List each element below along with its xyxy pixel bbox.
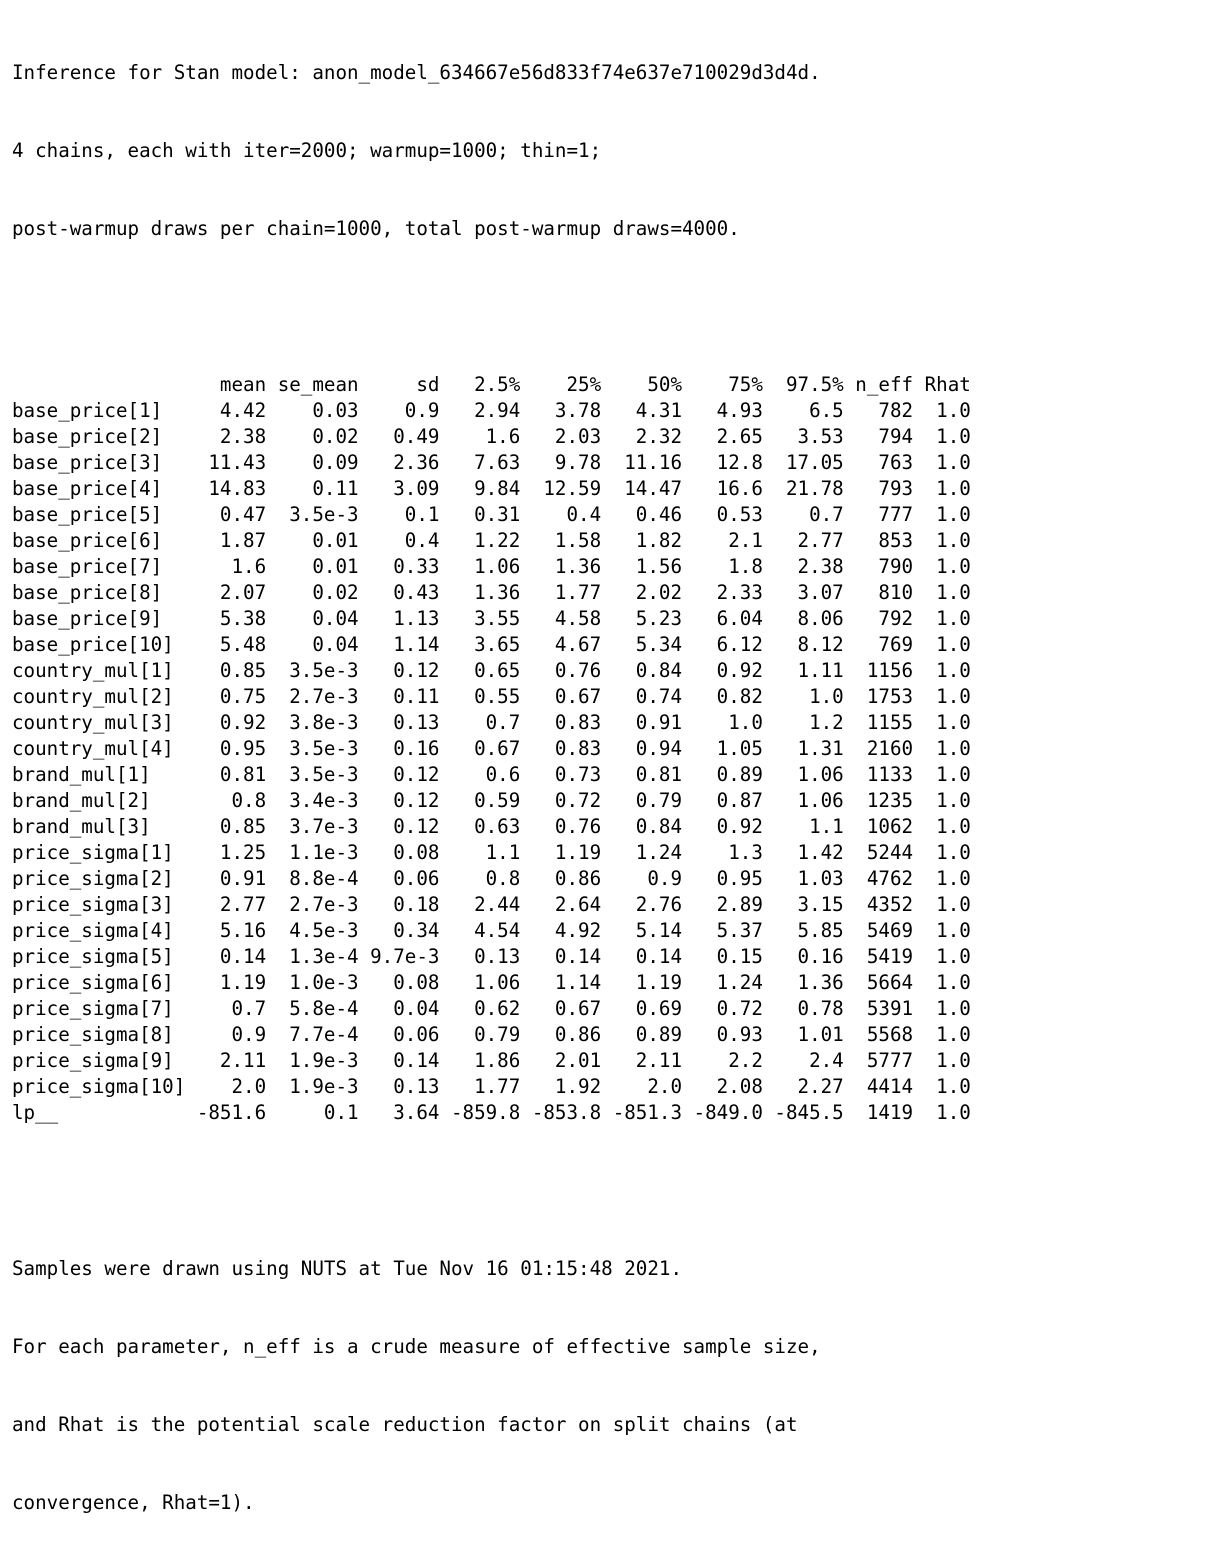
table-row: base_price[6] 1.87 0.01 0.4 1.22 1.58 1.… (12, 529, 971, 552)
blank-line (12, 294, 971, 320)
table-row: price_sigma[8] 0.9 7.7e-4 0.06 0.79 0.86… (12, 1023, 971, 1046)
table-row: country_mul[2] 0.75 2.7e-3 0.11 0.55 0.6… (12, 685, 971, 708)
table-row: price_sigma[9] 2.11 1.9e-3 0.14 1.86 2.0… (12, 1049, 971, 1072)
table-row: price_sigma[4] 5.16 4.5e-3 0.34 4.54 4.9… (12, 919, 971, 942)
header-line-2: 4 chains, each with iter=2000; warmup=10… (12, 139, 602, 162)
table-row: lp__ -851.6 0.1 3.64 -859.8 -853.8 -851.… (12, 1101, 971, 1124)
footer-line-2: For each parameter, n_eff is a crude mea… (12, 1335, 821, 1358)
table-row: base_price[8] 2.07 0.02 0.43 1.36 1.77 2… (12, 581, 971, 604)
table-row: base_price[3] 11.43 0.09 2.36 7.63 9.78 … (12, 451, 971, 474)
table-row: base_price[9] 5.38 0.04 1.13 3.55 4.58 5… (12, 607, 971, 630)
table-row: price_sigma[7] 0.7 5.8e-4 0.04 0.62 0.67… (12, 997, 971, 1020)
table-row: price_sigma[3] 2.77 2.7e-3 0.18 2.44 2.6… (12, 893, 971, 916)
table-row: country_mul[3] 0.92 3.8e-3 0.13 0.7 0.83… (12, 711, 971, 734)
table-row: base_price[10] 5.48 0.04 1.14 3.65 4.67 … (12, 633, 971, 656)
table-header: mean se_mean sd 2.5% 25% 50% 75% 97.5% n… (12, 373, 971, 396)
table-row: price_sigma[10] 2.0 1.9e-3 0.13 1.77 1.9… (12, 1075, 971, 1098)
table-row: brand_mul[1] 0.81 3.5e-3 0.12 0.6 0.73 0… (12, 763, 971, 786)
table-row: price_sigma[5] 0.14 1.3e-4 9.7e-3 0.13 0… (12, 945, 971, 968)
table-row: price_sigma[1] 1.25 1.1e-3 0.08 1.1 1.19… (12, 841, 971, 864)
table-row: base_price[5] 0.47 3.5e-3 0.1 0.31 0.4 0… (12, 503, 971, 526)
table-row: base_price[1] 4.42 0.03 0.9 2.94 3.78 4.… (12, 399, 971, 422)
table-row: base_price[7] 1.6 0.01 0.33 1.06 1.36 1.… (12, 555, 971, 578)
table-row: brand_mul[3] 0.85 3.7e-3 0.12 0.63 0.76 … (12, 815, 971, 838)
table-row: price_sigma[2] 0.91 8.8e-4 0.06 0.8 0.86… (12, 867, 971, 890)
blank-line (12, 1178, 971, 1204)
table-row: price_sigma[6] 1.19 1.0e-3 0.08 1.06 1.1… (12, 971, 971, 994)
table-row: country_mul[4] 0.95 3.5e-3 0.16 0.67 0.8… (12, 737, 971, 760)
summary-table: mean se_mean sd 2.5% 25% 50% 75% 97.5% n… (12, 372, 971, 1126)
stan-summary-output: Inference for Stan model: anon_model_634… (12, 8, 971, 1542)
table-row: country_mul[1] 0.85 3.5e-3 0.12 0.65 0.7… (12, 659, 971, 682)
header-line-1: Inference for Stan model: anon_model_634… (12, 61, 821, 84)
table-row: base_price[4] 14.83 0.11 3.09 9.84 12.59… (12, 477, 971, 500)
footer-line-1: Samples were drawn using NUTS at Tue Nov… (12, 1257, 683, 1280)
footer-line-4: convergence, Rhat=1). (12, 1491, 255, 1514)
table-row: base_price[2] 2.38 0.02 0.49 1.6 2.03 2.… (12, 425, 971, 448)
footer-line-3: and Rhat is the potential scale reductio… (12, 1413, 798, 1436)
table-row: brand_mul[2] 0.8 3.4e-3 0.12 0.59 0.72 0… (12, 789, 971, 812)
header-line-3: post-warmup draws per chain=1000, total … (12, 217, 740, 240)
